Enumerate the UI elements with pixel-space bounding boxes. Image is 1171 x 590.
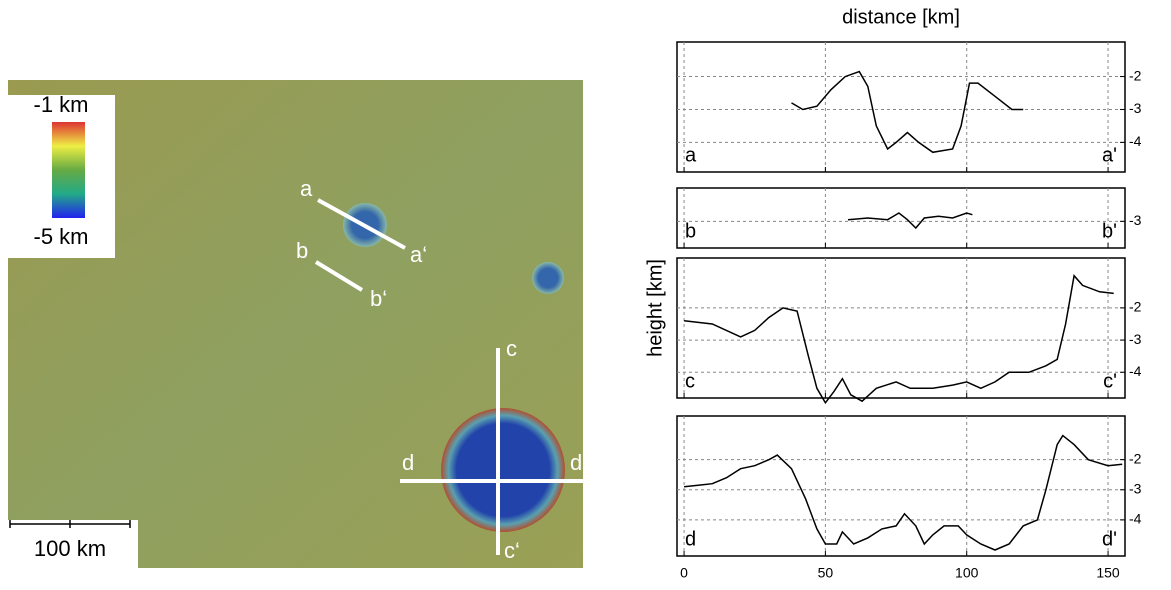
plot-frame bbox=[677, 188, 1125, 248]
x-tick-label: 0 bbox=[680, 565, 688, 581]
profile-label: a bbox=[685, 144, 697, 166]
profile-label: c bbox=[685, 370, 695, 392]
y-tick-label: -4 bbox=[1129, 133, 1142, 149]
profile-label: b bbox=[296, 238, 308, 263]
y-tick-label: -2 bbox=[1129, 299, 1142, 315]
profile-label: c bbox=[506, 336, 517, 361]
y-tick-label: -4 bbox=[1129, 363, 1142, 379]
profile-label: d bbox=[685, 528, 696, 550]
scale-label: 100 km bbox=[34, 536, 106, 561]
x-axis-title: distance [km] bbox=[842, 6, 960, 28]
y-tick-label: -3 bbox=[1129, 331, 1142, 347]
plots: -2 -3 -4 a a' -3 b b' -2 -3 -4 c c' 0 50 100 150 -2 -3 -4 d d… bbox=[677, 42, 1142, 581]
plot-frame bbox=[677, 42, 1125, 172]
profile-label: d' bbox=[1102, 528, 1117, 550]
profile-label: d‘ bbox=[570, 450, 587, 475]
colorbar bbox=[52, 122, 85, 218]
x-tick-label: 50 bbox=[818, 565, 834, 581]
y-tick-label: -2 bbox=[1129, 67, 1142, 83]
colorbar-label: -5 km bbox=[34, 224, 89, 249]
y-tick-label: -3 bbox=[1129, 480, 1142, 496]
y-tick-label: -2 bbox=[1129, 450, 1142, 466]
x-tick-label: 100 bbox=[955, 565, 979, 581]
plot-frame bbox=[677, 258, 1125, 398]
figure: -1 km -5 km a a‘ b b‘ c c‘ d d‘ 100 km d… bbox=[0, 0, 1171, 585]
x-tick-label: 150 bbox=[1096, 565, 1120, 581]
profile-label: b‘ bbox=[370, 286, 387, 311]
y-tick-label: -3 bbox=[1129, 100, 1142, 116]
profile-label: d bbox=[402, 450, 414, 475]
crater bbox=[532, 262, 564, 294]
profile-label: a bbox=[300, 176, 313, 201]
y-tick-label: -3 bbox=[1129, 212, 1142, 228]
profile-label: b' bbox=[1102, 220, 1117, 242]
plot-frame bbox=[677, 416, 1125, 556]
y-axis-title: height [km] bbox=[644, 259, 666, 357]
profile-label: b bbox=[685, 220, 696, 242]
y-tick-label: -4 bbox=[1129, 511, 1142, 527]
profile-label: a‘ bbox=[410, 242, 427, 267]
profile-label: c‘ bbox=[504, 538, 520, 563]
profile-label: c' bbox=[1103, 370, 1117, 392]
profile-label: a' bbox=[1102, 144, 1117, 166]
crater bbox=[441, 408, 565, 532]
map: -1 km -5 km a a‘ b b‘ c c‘ d d‘ 100 km bbox=[8, 80, 592, 568]
colorbar-label: -1 km bbox=[34, 92, 89, 117]
